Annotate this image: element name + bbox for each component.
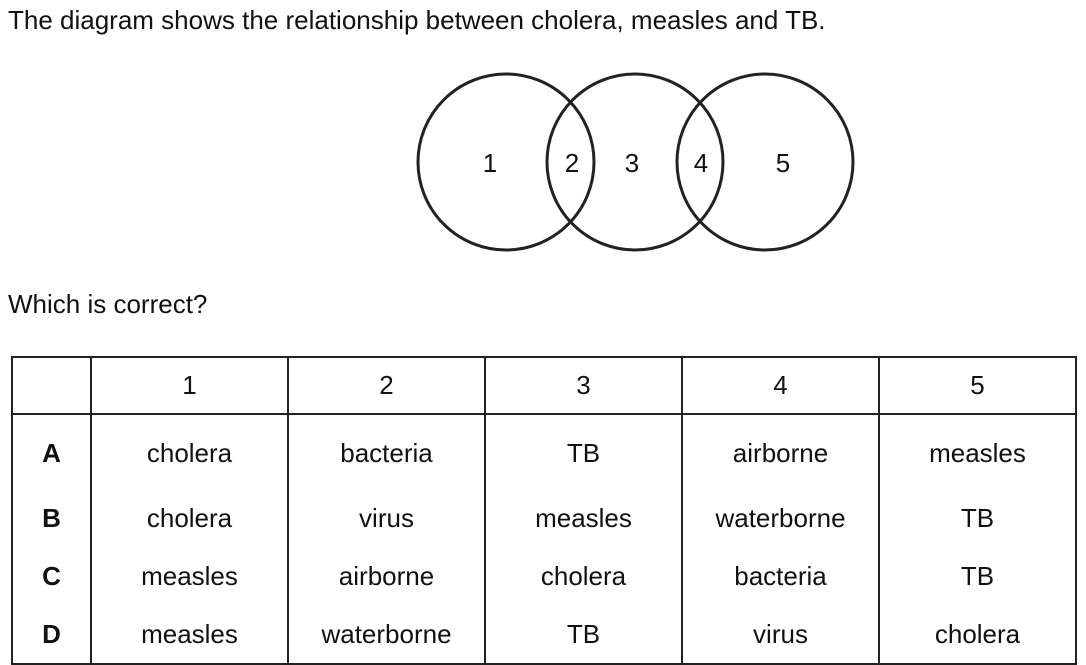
venn-diagram: 1 2 3 4 5 <box>416 72 855 252</box>
table-cell: cholera <box>90 414 289 489</box>
table-cell: measles <box>878 414 1077 489</box>
table-cell: bacteria <box>681 547 880 605</box>
option-letter: B <box>11 489 92 547</box>
table-cell: TB <box>878 489 1077 547</box>
option-letter: A <box>11 414 92 489</box>
venn-circle-middle <box>545 72 725 252</box>
venn-circle-left <box>416 72 596 252</box>
table-row: C measles airborne cholera bacteria TB <box>11 547 1077 605</box>
question-text: Which is correct? <box>8 289 208 319</box>
table-row: B cholera virus measles waterborne TB <box>11 489 1077 547</box>
header-cell-3: 3 <box>484 356 683 415</box>
venn-region-label-3: 3 <box>625 148 639 178</box>
table-cell: cholera <box>878 605 1077 665</box>
table-cell: virus <box>287 489 486 547</box>
header-cell-1: 1 <box>90 356 289 415</box>
table-cell: measles <box>90 605 289 665</box>
venn-region-label-1: 1 <box>483 148 497 178</box>
table-row: D measles waterborne TB virus cholera <box>11 605 1077 665</box>
header-cell-option <box>11 356 92 415</box>
table-row: A cholera bacteria TB airborne measles <box>11 414 1077 489</box>
venn-region-label-5: 5 <box>776 148 790 178</box>
answer-table: 1 2 3 4 5 A cholera bacteria TB airborne… <box>11 356 1077 665</box>
venn-circle-right <box>675 72 855 252</box>
option-letter: C <box>11 547 92 605</box>
table-cell: TB <box>878 547 1077 605</box>
table-cell: measles <box>484 489 683 547</box>
table-cell: cholera <box>484 547 683 605</box>
table-cell: waterborne <box>681 489 880 547</box>
table-cell: virus <box>681 605 880 665</box>
table-cell: TB <box>484 414 683 489</box>
table-cell: TB <box>484 605 683 665</box>
table-cell: measles <box>90 547 289 605</box>
table-cell: airborne <box>287 547 486 605</box>
table-cell: bacteria <box>287 414 486 489</box>
table-cell: waterborne <box>287 605 486 665</box>
header-cell-4: 4 <box>681 356 880 415</box>
intro-text: The diagram shows the relationship betwe… <box>8 5 826 35</box>
header-cell-2: 2 <box>287 356 486 415</box>
table-header-row: 1 2 3 4 5 <box>11 356 1077 415</box>
venn-region-label-4: 4 <box>694 148 708 178</box>
table-cell: cholera <box>90 489 289 547</box>
header-cell-5: 5 <box>878 356 1077 415</box>
option-letter: D <box>11 605 92 665</box>
table-cell: airborne <box>681 414 880 489</box>
venn-region-label-2: 2 <box>565 148 579 178</box>
